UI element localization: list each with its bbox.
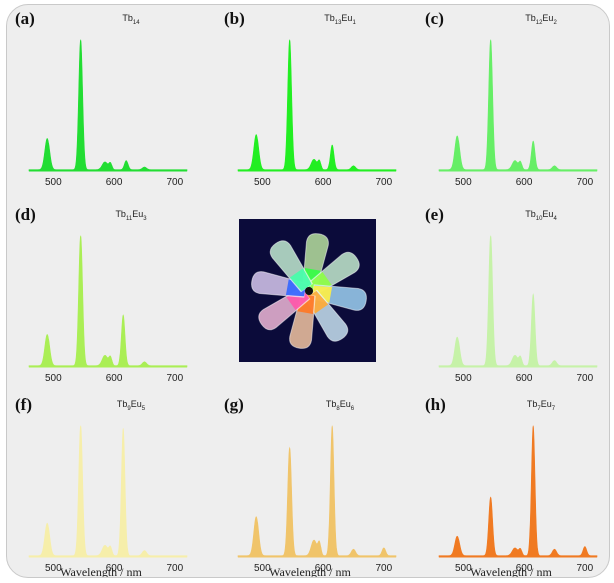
x-tick-label: 500 bbox=[455, 563, 472, 574]
panel-label: (g) bbox=[224, 395, 244, 414]
spectrum-area bbox=[237, 39, 397, 172]
x-tick-label: 500 bbox=[45, 177, 62, 188]
x-tick-label: 700 bbox=[577, 563, 594, 574]
panel-label: (b) bbox=[224, 9, 245, 28]
x-tick-label: 700 bbox=[376, 177, 393, 188]
spectrum-area bbox=[237, 425, 397, 558]
x-tick-label: 500 bbox=[455, 373, 472, 384]
panel-f: (f) Tb9Eu5 500 600 700 Wavelength / nm bbox=[11, 395, 191, 578]
panel-h: (h) Tb7Eu7 500 600 700 Wavelength / nm bbox=[421, 395, 601, 578]
spectrum-plot: 500 600 700 bbox=[438, 425, 598, 574]
spectrum-plot: 500 600 700 bbox=[28, 39, 188, 188]
x-tick-label: 600 bbox=[315, 177, 332, 188]
spectrum-area bbox=[438, 425, 598, 558]
spectrum-plot: 500 600 700 bbox=[237, 39, 397, 188]
x-axis-label: Wavelength / nm bbox=[269, 565, 351, 578]
spectrum-area bbox=[438, 235, 598, 368]
x-tick-label: 700 bbox=[577, 177, 594, 188]
panel-label: (d) bbox=[15, 205, 36, 224]
panel-label: (f) bbox=[15, 395, 32, 414]
x-tick-label: 600 bbox=[315, 563, 332, 574]
panel-title: Tb7Eu7 bbox=[526, 399, 556, 412]
panel-a: (a) Tb14 500 600 700 bbox=[11, 9, 191, 189]
x-tick-label: 500 bbox=[254, 177, 271, 188]
eight-vials-photo bbox=[239, 219, 376, 362]
x-tick-label: 600 bbox=[106, 373, 123, 384]
spectrum-area bbox=[28, 235, 188, 368]
photo-vials bbox=[239, 219, 376, 362]
panel-label: (e) bbox=[425, 205, 444, 224]
x-tick-label: 600 bbox=[516, 177, 533, 188]
x-tick-label: 500 bbox=[455, 177, 472, 188]
panel-title: Tb14 bbox=[122, 13, 140, 26]
x-tick-label: 500 bbox=[254, 563, 271, 574]
spectrum-plot: 500 600 700 bbox=[438, 39, 598, 188]
x-tick-label: 600 bbox=[516, 563, 533, 574]
spectrum-area bbox=[438, 39, 598, 172]
x-tick-label: 600 bbox=[516, 373, 533, 384]
panel-b: (b) Tb13Eu1 500 600 700 bbox=[220, 9, 400, 189]
panel-title: Tb10Eu4 bbox=[525, 209, 557, 222]
x-tick-label: 500 bbox=[45, 563, 62, 574]
x-tick-label: 700 bbox=[167, 563, 184, 574]
panel-c: (c) Tb12Eu2 500 600 700 bbox=[421, 9, 601, 189]
panel-g: (g) Tb8Eu6 500 600 700 Wavelength / nm bbox=[220, 395, 400, 578]
spectrum-plot: 500 600 700 bbox=[438, 235, 598, 384]
panel-d: (d) Tb11Eu3 500 600 700 bbox=[11, 205, 191, 385]
spectrum-area bbox=[28, 425, 188, 558]
vial-center bbox=[305, 287, 313, 295]
spectrum-area bbox=[28, 39, 188, 172]
panel-title: Tb9Eu5 bbox=[116, 399, 146, 412]
x-tick-label: 500 bbox=[45, 373, 62, 384]
x-tick-label: 600 bbox=[106, 563, 123, 574]
x-tick-label: 700 bbox=[577, 373, 594, 384]
figure-panel: (a) Tb14 500 600 700 (b) Tb13Eu1 500 600 700 (c)… bbox=[6, 4, 610, 578]
x-tick-label: 700 bbox=[167, 177, 184, 188]
panel-label: (c) bbox=[425, 9, 444, 28]
x-tick-label: 600 bbox=[106, 177, 123, 188]
x-axis-label: Wavelength / nm bbox=[60, 565, 142, 578]
panel-label: (h) bbox=[425, 395, 446, 414]
x-tick-label: 700 bbox=[376, 563, 393, 574]
panel-title: Tb11Eu3 bbox=[115, 209, 147, 222]
spectrum-plot: 500 600 700 bbox=[28, 235, 188, 384]
panel-title: Tb12Eu2 bbox=[525, 13, 557, 26]
x-axis-label: Wavelength / nm bbox=[470, 565, 552, 578]
vial bbox=[269, 240, 314, 293]
panel-title: Tb8Eu6 bbox=[325, 399, 355, 412]
spectrum-plot: 500 600 700 bbox=[28, 425, 188, 574]
x-tick-label: 700 bbox=[167, 373, 184, 384]
panel-e: (e) Tb10Eu4 500 600 700 bbox=[421, 205, 601, 385]
spectrum-plot: 500 600 700 bbox=[237, 425, 397, 574]
panel-label: (a) bbox=[15, 9, 35, 28]
panel-title: Tb13Eu1 bbox=[324, 13, 356, 26]
